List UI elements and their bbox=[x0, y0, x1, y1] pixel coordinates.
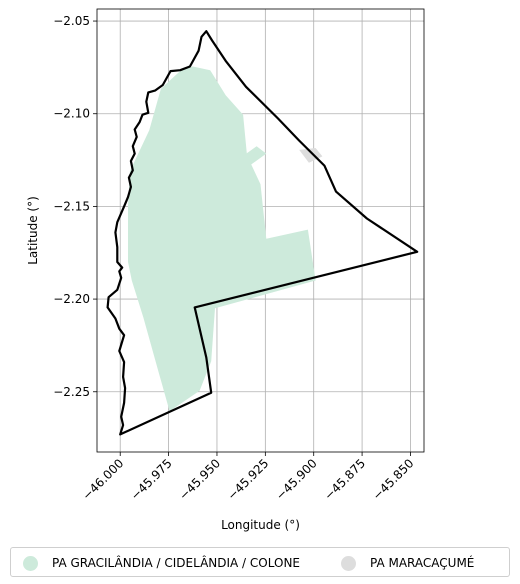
settlement-boundary bbox=[106, 30, 419, 436]
legend-item-gracilandia: PA GRACILÂNDIA / CIDELÂNDIA / COLONE bbox=[23, 554, 300, 572]
y-axis-label: Latitude (°) bbox=[26, 196, 40, 265]
legend-label-gracilandia: PA GRACILÂNDIA / CIDELÂNDIA / COLONE bbox=[52, 556, 300, 570]
x-tick-label-5: −45.875 bbox=[322, 456, 369, 503]
x-tick-label-4: −45.900 bbox=[273, 456, 320, 503]
x-tick-label-1: −45.975 bbox=[128, 456, 175, 503]
legend: PA GRACILÂNDIA / CIDELÂNDIA / COLONE PA … bbox=[10, 547, 510, 577]
y-tick-label-1: −2.10 bbox=[53, 107, 90, 121]
y-tick-label-4: −2.25 bbox=[53, 385, 90, 399]
x-tick-label-6: −45.850 bbox=[370, 456, 417, 503]
y-tick-label-3: −2.20 bbox=[53, 292, 90, 306]
map-area-1 bbox=[237, 146, 267, 171]
legend-label-maracacume: PA MARACAÇUMÉ bbox=[370, 556, 475, 570]
legend-swatch-maracacume-icon bbox=[341, 555, 356, 571]
x-tick-label-2: −45.950 bbox=[176, 456, 223, 503]
legend-swatch-gracilandia-icon bbox=[23, 555, 38, 571]
map-figure: −46.000 −45.975 −45.950 −45.925 −45.900 −45.8… bbox=[26, 8, 425, 532]
x-axis-label: Longitude (°) bbox=[221, 518, 300, 532]
boundary-layer bbox=[106, 30, 419, 436]
map-frame bbox=[96, 8, 425, 453]
legend-item-maracacume: PA MARACAÇUMÉ bbox=[341, 554, 474, 572]
x-tick-label-0: −46.000 bbox=[80, 456, 127, 503]
map-area-layer bbox=[128, 66, 323, 412]
x-tick-label-3: −45.925 bbox=[225, 456, 272, 503]
map-area-0 bbox=[128, 66, 316, 412]
y-tick-label-2: −2.15 bbox=[53, 199, 90, 213]
y-tick-label-0: −2.05 bbox=[53, 14, 90, 28]
